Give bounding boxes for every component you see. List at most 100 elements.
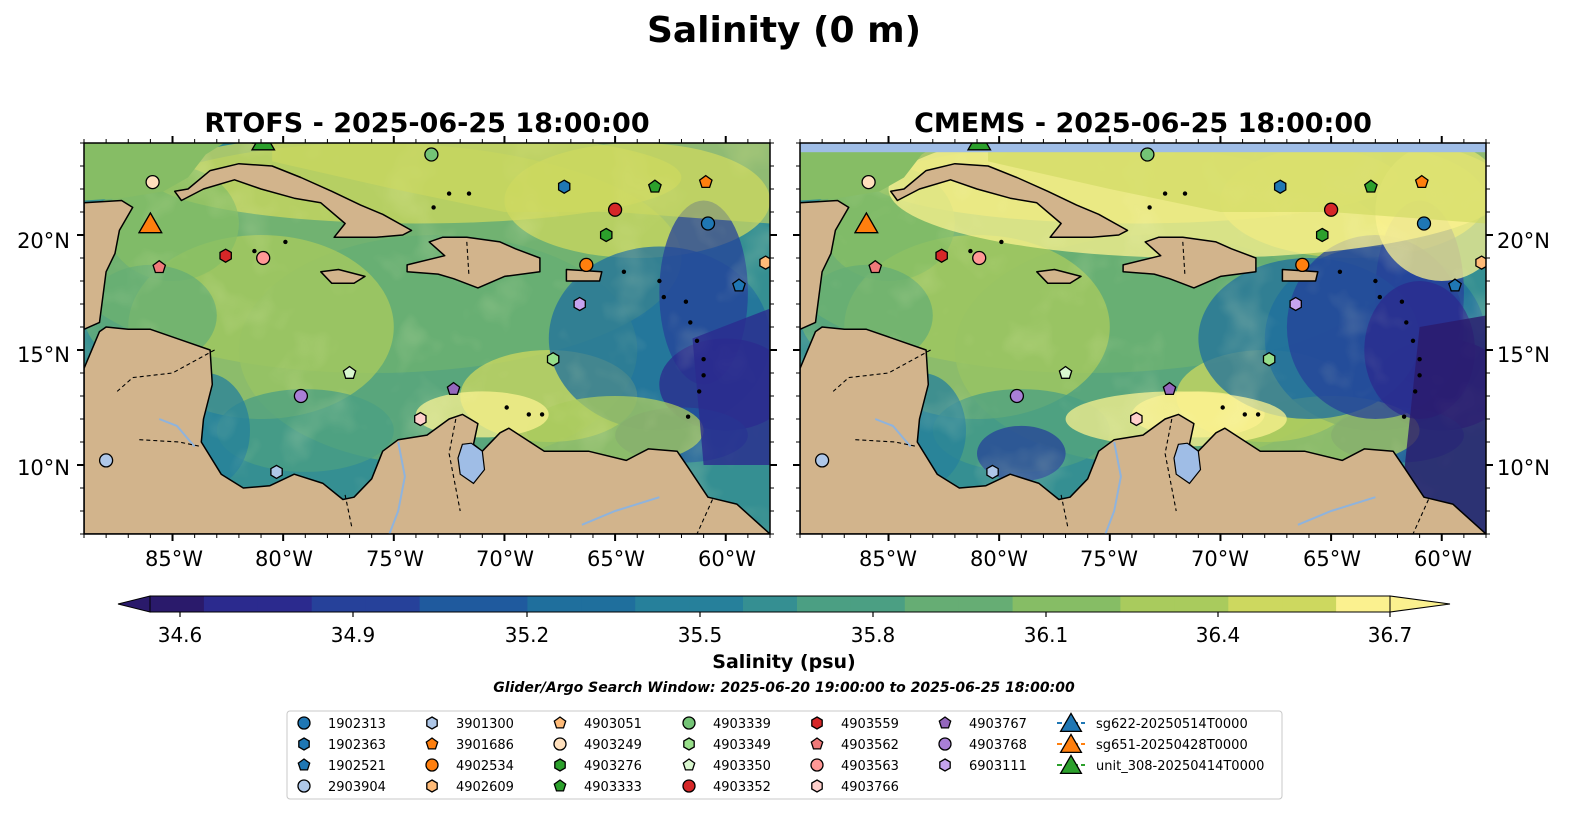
colorbar-segment <box>419 596 475 612</box>
colorbar-label: Salinity (psu) <box>712 651 855 673</box>
small-island <box>688 320 693 325</box>
small-island <box>1377 294 1383 300</box>
platform-marker <box>935 248 948 263</box>
country-border <box>1164 418 1177 512</box>
lon-tick-label: 85°W <box>859 547 917 571</box>
small-island <box>701 373 706 378</box>
land-central <box>800 326 1486 534</box>
legend-item: 3901686 <box>425 737 514 753</box>
legend-label: 1902363 <box>328 738 386 753</box>
small-island <box>968 248 973 254</box>
platform-marker <box>424 147 439 162</box>
lake-maracaibo <box>1173 442 1202 485</box>
legend-item: 4903350 <box>682 758 771 774</box>
legend-label: 6903111 <box>969 759 1027 774</box>
legend-item: 4903767 <box>938 716 1027 732</box>
small-island <box>1404 320 1409 325</box>
legend-marker <box>811 779 823 793</box>
legend-marker <box>1059 733 1083 754</box>
platform-marker <box>986 464 999 480</box>
panel-title-cmems: CMEMS - 2025-06-25 18:00:00 <box>914 108 1372 139</box>
platform-marker <box>1289 296 1302 312</box>
small-island <box>657 278 662 284</box>
map-panel-cmems <box>800 143 1486 534</box>
legend-marker <box>553 737 567 751</box>
platform-marker <box>1162 381 1177 396</box>
small-island <box>446 191 452 196</box>
colorbar-segment <box>743 596 798 612</box>
colorbar-segment <box>1066 596 1121 612</box>
platform-marker <box>1273 179 1287 194</box>
legend-marker <box>811 716 823 730</box>
legend-marker <box>425 737 439 750</box>
land-yucatan <box>800 199 850 331</box>
platform-marker <box>1416 216 1432 231</box>
small-island <box>1399 299 1405 304</box>
platform-marker <box>270 464 283 480</box>
colorbar-segment <box>904 596 960 612</box>
small-island <box>466 191 472 196</box>
small-island <box>683 299 689 304</box>
legend-item: 4903339 <box>682 716 771 732</box>
legend-label: 4903249 <box>584 738 642 753</box>
colorbar-tick-label: 36.7 <box>1368 623 1413 647</box>
legend-marker <box>298 737 310 751</box>
river <box>581 496 660 526</box>
legend-marker <box>297 779 311 793</box>
platform-marker <box>814 453 830 468</box>
colorbar-tick-label: 34.9 <box>331 623 376 647</box>
land-central <box>84 326 770 534</box>
colorbar-tick-label: 35.2 <box>505 623 550 647</box>
country-border <box>1182 241 1186 277</box>
platform-marker <box>256 250 271 266</box>
legend-marker <box>810 737 824 750</box>
platform-marker <box>557 179 571 194</box>
small-island <box>1255 412 1261 417</box>
platform-marker <box>152 259 167 274</box>
country-border <box>466 241 470 277</box>
small-island <box>1337 269 1343 274</box>
lon-tick-label: 75°W <box>1080 547 1138 571</box>
land-yucatan <box>84 199 134 331</box>
country-border <box>1060 494 1069 528</box>
colorbar-segment <box>203 596 259 612</box>
legend-label: 4903559 <box>841 717 899 732</box>
platform-marker <box>1140 147 1155 162</box>
platform-marker <box>1058 365 1073 379</box>
legend-label: 4902534 <box>456 759 514 774</box>
legend-label: 4903276 <box>584 759 642 774</box>
colorbar-segment <box>150 596 205 612</box>
colorbar-tick-label: 35.8 <box>851 623 896 647</box>
small-island <box>1147 205 1152 210</box>
legend-item: 4902609 <box>426 779 514 795</box>
legend-item: unit_308-20250414T0000 <box>1057 754 1264 775</box>
small-island <box>694 338 700 343</box>
legend-label: 4903339 <box>713 717 771 732</box>
colorbar-frame <box>149 595 1391 613</box>
small-island <box>999 239 1004 245</box>
colorbar-tick-label: 35.5 <box>678 623 723 647</box>
colorbar-segment <box>1282 596 1337 612</box>
legend-item: 4903276 <box>554 758 642 774</box>
country-border <box>832 349 931 392</box>
lon-tick-label: 65°W <box>1303 547 1361 571</box>
legend-label: 3901300 <box>456 717 514 732</box>
lon-tick-label: 70°W <box>476 547 534 571</box>
colorbar-tick-label: 34.6 <box>158 623 203 647</box>
platform-marker <box>1414 174 1429 189</box>
legend-label: 2903904 <box>328 780 386 795</box>
atlantic-north <box>988 143 1486 224</box>
country-border <box>344 494 353 528</box>
lat-tick-label: 15°N <box>17 343 70 367</box>
platform-marker <box>1130 411 1143 427</box>
small-island <box>504 405 509 410</box>
lat-tick-label: 10°N <box>17 456 70 480</box>
legend-marker <box>938 716 952 729</box>
legend-label: 4903562 <box>841 738 899 753</box>
lon-tick-label: 80°W <box>255 547 313 571</box>
colorbar-segment <box>527 596 582 612</box>
land-cuba <box>889 162 1129 239</box>
platform-marker <box>966 143 992 151</box>
legend-item: 4903333 <box>553 779 642 795</box>
legend-marker <box>425 758 439 772</box>
